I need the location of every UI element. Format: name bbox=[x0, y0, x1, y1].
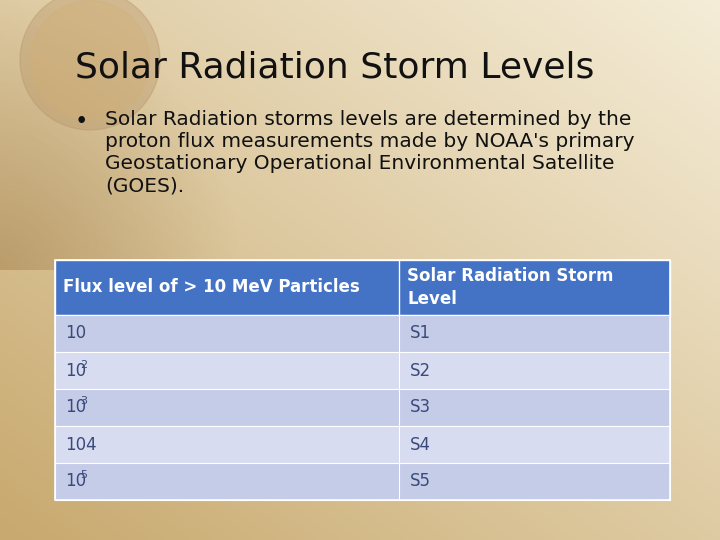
Bar bbox=[55, 352, 670, 389]
Bar bbox=[55, 260, 670, 500]
Text: 2: 2 bbox=[81, 360, 88, 369]
Text: S1: S1 bbox=[410, 325, 431, 342]
Text: 5: 5 bbox=[81, 470, 88, 481]
Text: S5: S5 bbox=[410, 472, 431, 490]
Bar bbox=[55, 426, 670, 463]
Bar bbox=[55, 315, 670, 352]
Text: Flux level of > 10 MeV Particles: Flux level of > 10 MeV Particles bbox=[63, 279, 360, 296]
Text: Solar Radiation Storm
Level: Solar Radiation Storm Level bbox=[408, 267, 614, 308]
Text: 10: 10 bbox=[65, 399, 86, 416]
Text: proton flux measurements made by NOAA's primary: proton flux measurements made by NOAA's … bbox=[105, 132, 634, 151]
Polygon shape bbox=[30, 1, 150, 119]
Text: (GOES).: (GOES). bbox=[105, 176, 184, 195]
Text: Solar Radiation Storm Levels: Solar Radiation Storm Levels bbox=[75, 50, 595, 84]
Text: 3: 3 bbox=[81, 396, 88, 407]
Text: 10: 10 bbox=[65, 472, 86, 490]
Text: Geostationary Operational Environmental Satellite: Geostationary Operational Environmental … bbox=[105, 154, 614, 173]
Bar bbox=[55, 260, 670, 315]
Text: 10: 10 bbox=[65, 361, 86, 380]
Text: Solar Radiation storms levels are determined by the: Solar Radiation storms levels are determ… bbox=[105, 110, 631, 129]
Text: 10: 10 bbox=[65, 325, 86, 342]
Bar bbox=[55, 389, 670, 426]
Text: S2: S2 bbox=[410, 361, 431, 380]
Bar bbox=[55, 463, 670, 500]
Text: 104: 104 bbox=[65, 435, 96, 454]
Text: S3: S3 bbox=[410, 399, 431, 416]
Text: •: • bbox=[75, 110, 89, 133]
Polygon shape bbox=[20, 0, 160, 130]
Text: S4: S4 bbox=[410, 435, 431, 454]
